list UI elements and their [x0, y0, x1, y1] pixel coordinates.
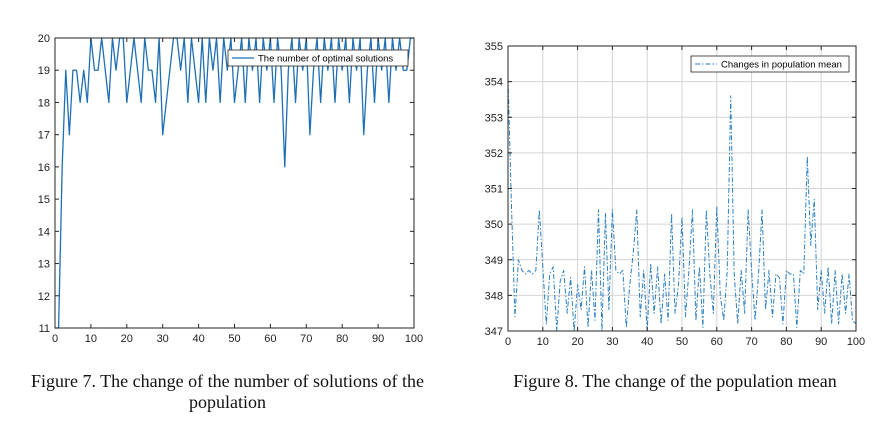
- x-tick-label: 50: [676, 336, 688, 348]
- x-tick-label: 20: [121, 333, 133, 345]
- legend-label: The number of optimal solutions: [258, 54, 393, 65]
- x-tick-label: 20: [571, 336, 583, 348]
- x-tick-label: 10: [85, 333, 97, 345]
- x-tick-label: 60: [711, 336, 723, 348]
- y-tick-label: 11: [39, 323, 50, 335]
- x-tick-label: 70: [745, 336, 757, 348]
- x-tick-label: 50: [228, 333, 240, 345]
- y-tick-label: 354: [485, 77, 503, 89]
- x-tick-label: 90: [815, 336, 827, 348]
- y-tick-label: 355: [485, 41, 503, 53]
- legend-box: [227, 49, 409, 67]
- x-tick-label: 80: [780, 336, 792, 348]
- y-tick-label: 14: [38, 226, 50, 238]
- y-tick-label: 348: [485, 290, 503, 302]
- legend-label: Changes in population mean: [721, 60, 842, 71]
- y-tick-label: 353: [485, 112, 503, 124]
- figure-8-caption: Figure 8. The change of the population m…: [513, 371, 837, 391]
- y-tick-label: 347: [485, 326, 503, 338]
- y-tick-label: 351: [485, 184, 503, 196]
- y-tick-label: 352: [485, 148, 503, 160]
- x-tick-label: 100: [847, 336, 865, 348]
- series-line: [55, 37, 414, 329]
- y-tick-label: 16: [38, 162, 50, 174]
- y-tick-label: 17: [38, 130, 50, 142]
- x-tick-label: 30: [606, 336, 618, 348]
- x-tick-label: 0: [505, 336, 511, 348]
- x-tick-label: 60: [264, 333, 276, 345]
- y-tick-label: 349: [485, 255, 503, 267]
- plot-area: [55, 38, 414, 328]
- x-tick-label: 70: [300, 333, 312, 345]
- y-tick-label: 20: [38, 33, 50, 45]
- x-tick-label: 30: [157, 333, 169, 345]
- y-tick-label: 350: [485, 219, 503, 231]
- x-tick-label: 80: [336, 333, 348, 345]
- figure-7-caption: Figure 7. The change of the number of so…: [30, 371, 425, 412]
- x-tick-label: 90: [372, 333, 384, 345]
- y-tick-label: 19: [38, 65, 50, 77]
- y-tick-label: 15: [38, 194, 50, 206]
- x-tick-label: 100: [405, 333, 423, 345]
- x-tick-label: 10: [537, 336, 549, 348]
- chart-solutions-count: 0 10 20 30 40 50 60 70 80 90 100 11 12 13 14 15 16 17 18 19…: [38, 33, 423, 345]
- legend-box: [690, 55, 850, 73]
- chart-population-mean: 0 10 20 30 40 50 60 70 80 90 100 347 348 349 350 351 352…: [485, 41, 866, 348]
- x-tick-label: 0: [52, 333, 58, 345]
- x-tick-label: 40: [192, 333, 204, 345]
- x-tick-label: 40: [641, 336, 653, 348]
- y-tick-label: 12: [38, 291, 50, 303]
- y-tick-label: 13: [38, 259, 50, 271]
- y-tick-label: 18: [38, 97, 50, 109]
